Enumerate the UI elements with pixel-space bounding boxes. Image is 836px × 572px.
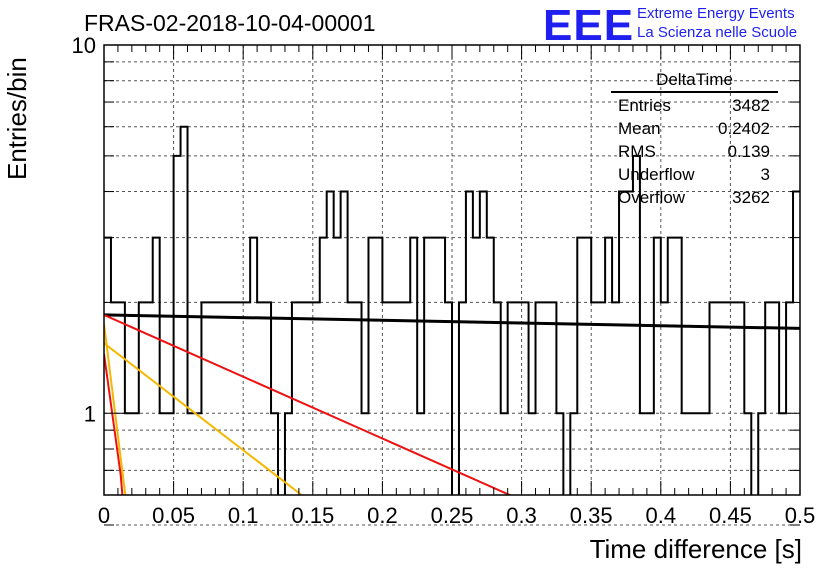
stats-row-mean: Mean 0.2402 <box>611 117 778 140</box>
x-tick-label: 0.25 <box>431 503 474 528</box>
fit-curve <box>104 323 127 495</box>
logo-subtitle-2: La Scienza nelle Scuole <box>637 24 798 41</box>
stats-value: 0.2402 <box>718 119 770 138</box>
x-tick-label: 0.4 <box>646 503 677 528</box>
x-tick-label: 0.2 <box>367 503 398 528</box>
x-tick-label: 0.1 <box>228 503 259 528</box>
stats-label: Mean <box>618 119 661 138</box>
y-tick-label: 10 <box>72 33 96 58</box>
stats-row-entries: Entries 3482 <box>611 94 778 117</box>
stats-row-overflow: Overflow 3262 <box>611 186 778 209</box>
fit-curve <box>104 342 304 495</box>
chart-title: FRAS-02-2018-10-04-00001 <box>84 10 376 36</box>
stats-label: Underflow <box>618 165 695 184</box>
stats-row-rms: RMS 0.139 <box>611 140 778 163</box>
y-axis-label: Entries/bin <box>2 57 32 180</box>
stats-value: 3262 <box>732 188 770 207</box>
x-tick-label: 0.45 <box>709 503 752 528</box>
x-axis-label: Time difference [s] <box>589 534 802 564</box>
stats-title: DeltaTime <box>611 70 778 93</box>
x-tick-label: 0.5 <box>785 503 816 528</box>
fit-curve <box>104 353 124 495</box>
stats-value: 3 <box>760 165 770 184</box>
fit-curve <box>104 313 800 330</box>
fit-curve <box>104 313 513 495</box>
x-tick-label: 0.05 <box>152 503 195 528</box>
stats-row-underflow: Underflow 3 <box>611 163 778 186</box>
logo-subtitle-1: Extreme Energy Events <box>637 5 795 22</box>
stats-label: Overflow <box>618 188 686 207</box>
stats-value: 3482 <box>732 96 770 115</box>
histogram-series <box>104 125 800 495</box>
x-tick-label: 0 <box>98 503 110 528</box>
stats-label: Entries <box>618 96 671 115</box>
stats-box: DeltaTime Entries 3482 Mean 0.2402 RMS 0… <box>611 70 778 209</box>
stats-value: 0.139 <box>727 142 770 161</box>
x-tick-label: 0.3 <box>506 503 537 528</box>
y-tick-label: 1 <box>84 401 96 426</box>
stats-label: RMS <box>618 142 656 161</box>
axis-ticks <box>103 44 801 526</box>
x-tick-label: 0.15 <box>291 503 334 528</box>
eee-logo: EEE <box>543 1 635 50</box>
x-tick-label: 0.35 <box>570 503 613 528</box>
